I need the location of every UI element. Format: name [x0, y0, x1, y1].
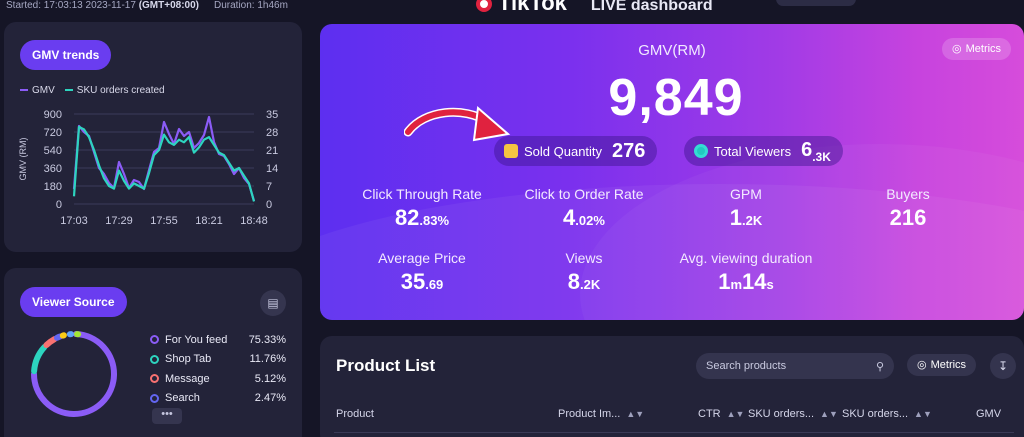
sort-icon[interactable]: ▲▼: [914, 409, 932, 419]
search-icon[interactable]: ⚲: [875, 360, 884, 373]
shop-tab-dot-icon: [150, 354, 159, 364]
x-tick-label: 17:29: [105, 215, 133, 227]
total-viewers-chip[interactable]: Total Viewers 6.3K: [684, 136, 843, 166]
legend-gmv-swatch: [20, 89, 28, 92]
duration: Duration: 1h46m: [214, 0, 288, 11]
sort-icon[interactable]: ▲▼: [626, 409, 645, 419]
x-tick-label: 18:21: [195, 215, 223, 227]
gmv-trends-chart: 0 180 360 540 720 900 0 7 14 21 28 35 17:03 17:29 17:5…: [18, 109, 278, 227]
y-tick-label: 180: [44, 181, 62, 193]
donut-segment-search: [53, 333, 64, 341]
legend-sku-orders[interactable]: SKU orders created: [64, 85, 165, 96]
document-icon[interactable]: ▤: [260, 290, 286, 316]
series-line-sku-orders: [72, 125, 256, 202]
gmv-summary-panel: ◎ Metrics GMV(RM) 9,849 Sold Quantity 276…: [320, 24, 1024, 320]
donut-segment-for-you-feed: [31, 331, 117, 417]
search-field[interactable]: ⚲: [696, 353, 894, 379]
viewer-source-panel: Viewer Source ▤ For You feed 75.33% Shop…: [4, 268, 302, 437]
y-tick-label: 360: [44, 163, 62, 175]
stat-avg-viewing-duration: Avg. viewing duration 1m14s: [679, 250, 813, 294]
list-item: Shop Tab 11.76%: [150, 350, 286, 370]
x-tick-label: 18:48: [240, 215, 268, 227]
y-tick-label: 540: [44, 145, 62, 157]
y-tick-label: 0: [56, 199, 62, 211]
product-list-panel: Product List ⚲ ◎Metrics ↧ Product Produc…: [320, 336, 1024, 437]
y-tick-label: 900: [44, 109, 62, 121]
y-axis-label: GMV (RM): [18, 138, 28, 181]
x-tick-label: 17:03: [60, 215, 88, 227]
sort-icon[interactable]: ▲▼: [726, 409, 745, 419]
decorative-wave: [320, 184, 1024, 320]
y2-tick-label: 7: [266, 181, 272, 193]
stat-views: Views 8.2K: [565, 250, 603, 294]
eye-icon: [694, 144, 708, 158]
y2-tick-label: 0: [266, 199, 272, 211]
viewer-source-list: For You feed 75.33% Shop Tab 11.76% Mess…: [150, 330, 286, 408]
product-list-title: Product List: [336, 356, 436, 375]
donut-segment-message: [43, 336, 58, 349]
list-item: Search 2.47%: [150, 389, 286, 409]
y2-tick-label: 28: [266, 127, 278, 139]
header-control[interactable]: [776, 0, 856, 6]
chart-legend: GMV SKU orders created: [20, 85, 165, 96]
download-icon[interactable]: ↧: [990, 353, 1016, 379]
table-header-divider: [334, 432, 1014, 433]
viewer-source-donut: [31, 331, 117, 417]
column-header-ctr[interactable]: CTR ▲▼: [698, 408, 745, 420]
trend-up-icon: [504, 144, 518, 158]
gmv-value: 9,849: [608, 69, 744, 127]
x-tick-label: 17:55: [150, 215, 178, 227]
session-info-bar: Started: 17:03:13 2023-11-17 (GMT+08:00)…: [0, 0, 1024, 14]
list-item: For You feed 75.33%: [150, 330, 286, 350]
search-dot-icon: [150, 393, 159, 403]
more-button[interactable]: •••: [152, 408, 182, 424]
sold-quantity-chip[interactable]: Sold Quantity 276: [494, 136, 658, 166]
message-dot-icon: [150, 374, 159, 384]
stat-gpm: GPM 1.2K: [729, 186, 763, 230]
gmv-trends-panel: GMV trends GMV SKU orders created 0 180 36…: [4, 22, 302, 252]
stat-click-through-rate: Click Through Rate 82.83%: [362, 186, 482, 230]
gmv-trends-title[interactable]: GMV trends: [20, 40, 112, 70]
metrics-button[interactable]: ◎ Metrics: [907, 354, 977, 376]
stat-buyers: Buyers 216: [886, 186, 930, 230]
stat-click-to-order-rate: Click to Order Rate 4.02%: [524, 186, 644, 230]
brand-subtitle: LIVE dashboard: [590, 0, 713, 14]
for-you-dot-icon: [150, 335, 159, 345]
legend-sku-swatch: [64, 89, 73, 92]
gmv-label: GMV(RM): [638, 42, 706, 59]
column-header-gmv[interactable]: GMV: [976, 408, 1002, 420]
legend-gmv[interactable]: GMV: [20, 85, 55, 96]
list-item: Message 5.12%: [150, 369, 286, 389]
y2-tick-label: 21: [266, 145, 278, 157]
red-arrow-icon: [404, 106, 511, 142]
metrics-button[interactable]: ◎ Metrics: [942, 38, 1012, 60]
y-tick-label: 720: [44, 127, 62, 139]
stat-average-price: Average Price 35.69: [378, 250, 466, 294]
search-input[interactable]: [706, 360, 866, 372]
column-header-sku-orders-2[interactable]: SKU orders... ▲▼: [842, 408, 932, 420]
started-time: Started: 17:03:13 2023-11-17 (GMT+08:00): [6, 0, 199, 11]
column-header-sku-orders[interactable]: SKU orders... ▲▼: [748, 408, 838, 420]
column-header-product[interactable]: Product: [336, 408, 374, 420]
brand-name: TikTok: [498, 0, 567, 15]
column-header-product-impressions[interactable]: Product Im... ▲▼: [558, 408, 645, 420]
y2-tick-label: 14: [266, 163, 278, 175]
tiktok-logo-icon: [476, 0, 492, 13]
sort-icon[interactable]: ▲▼: [820, 409, 838, 419]
gear-icon: ◎: [917, 359, 927, 371]
gear-icon: ◎: [952, 43, 962, 55]
brand-header: TikTok LIVE dashboard: [476, 0, 713, 16]
y2-tick-label: 35: [266, 109, 278, 121]
donut-segment-shop-tab: [31, 344, 48, 375]
viewer-source-title[interactable]: Viewer Source: [20, 287, 127, 317]
